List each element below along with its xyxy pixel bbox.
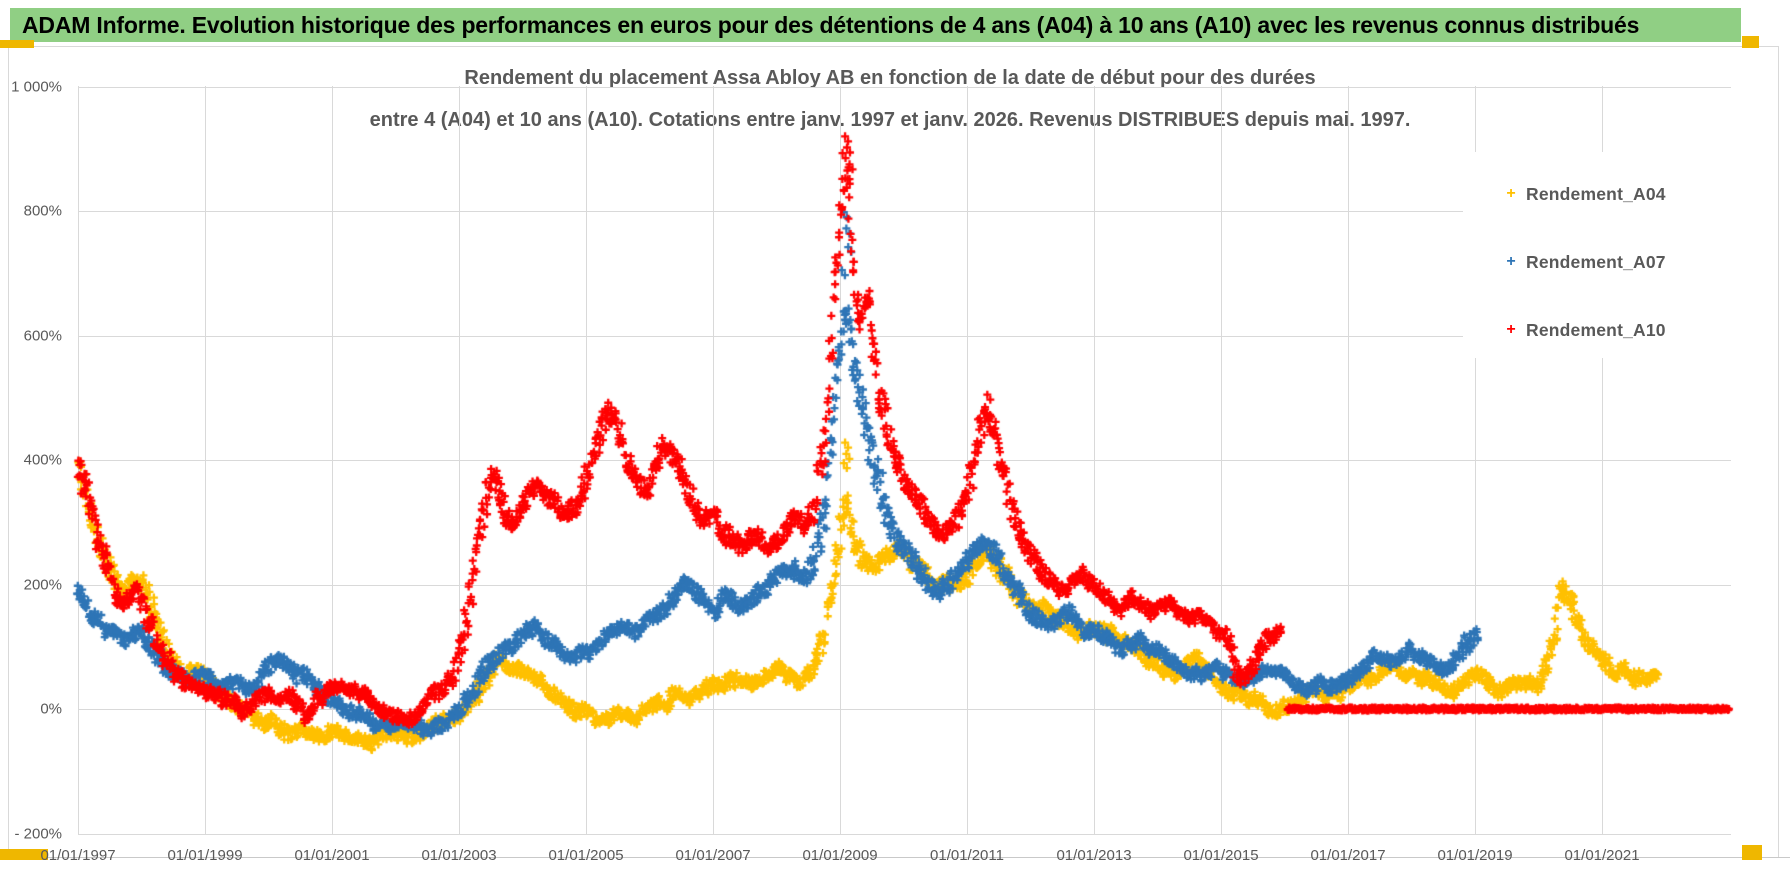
plus-marker-icon: + bbox=[1506, 185, 1516, 202]
plus-marker-icon: + bbox=[1506, 321, 1516, 338]
legend: + Rendement_A04 + Rendement_A07 + Rendem… bbox=[1496, 160, 1666, 364]
legend-label-a10: Rendement_A10 bbox=[1526, 319, 1666, 340]
legend-entry-a07[interactable]: + Rendement_A07 bbox=[1496, 228, 1666, 296]
legend-entry-a04[interactable]: + Rendement_A04 bbox=[1496, 160, 1666, 228]
plus-marker-icon: + bbox=[1506, 253, 1516, 270]
legend-label-a07: Rendement_A07 bbox=[1526, 251, 1666, 272]
legend-entry-a10[interactable]: + Rendement_A10 bbox=[1496, 296, 1666, 364]
legend-label-a04: Rendement_A04 bbox=[1526, 183, 1666, 204]
